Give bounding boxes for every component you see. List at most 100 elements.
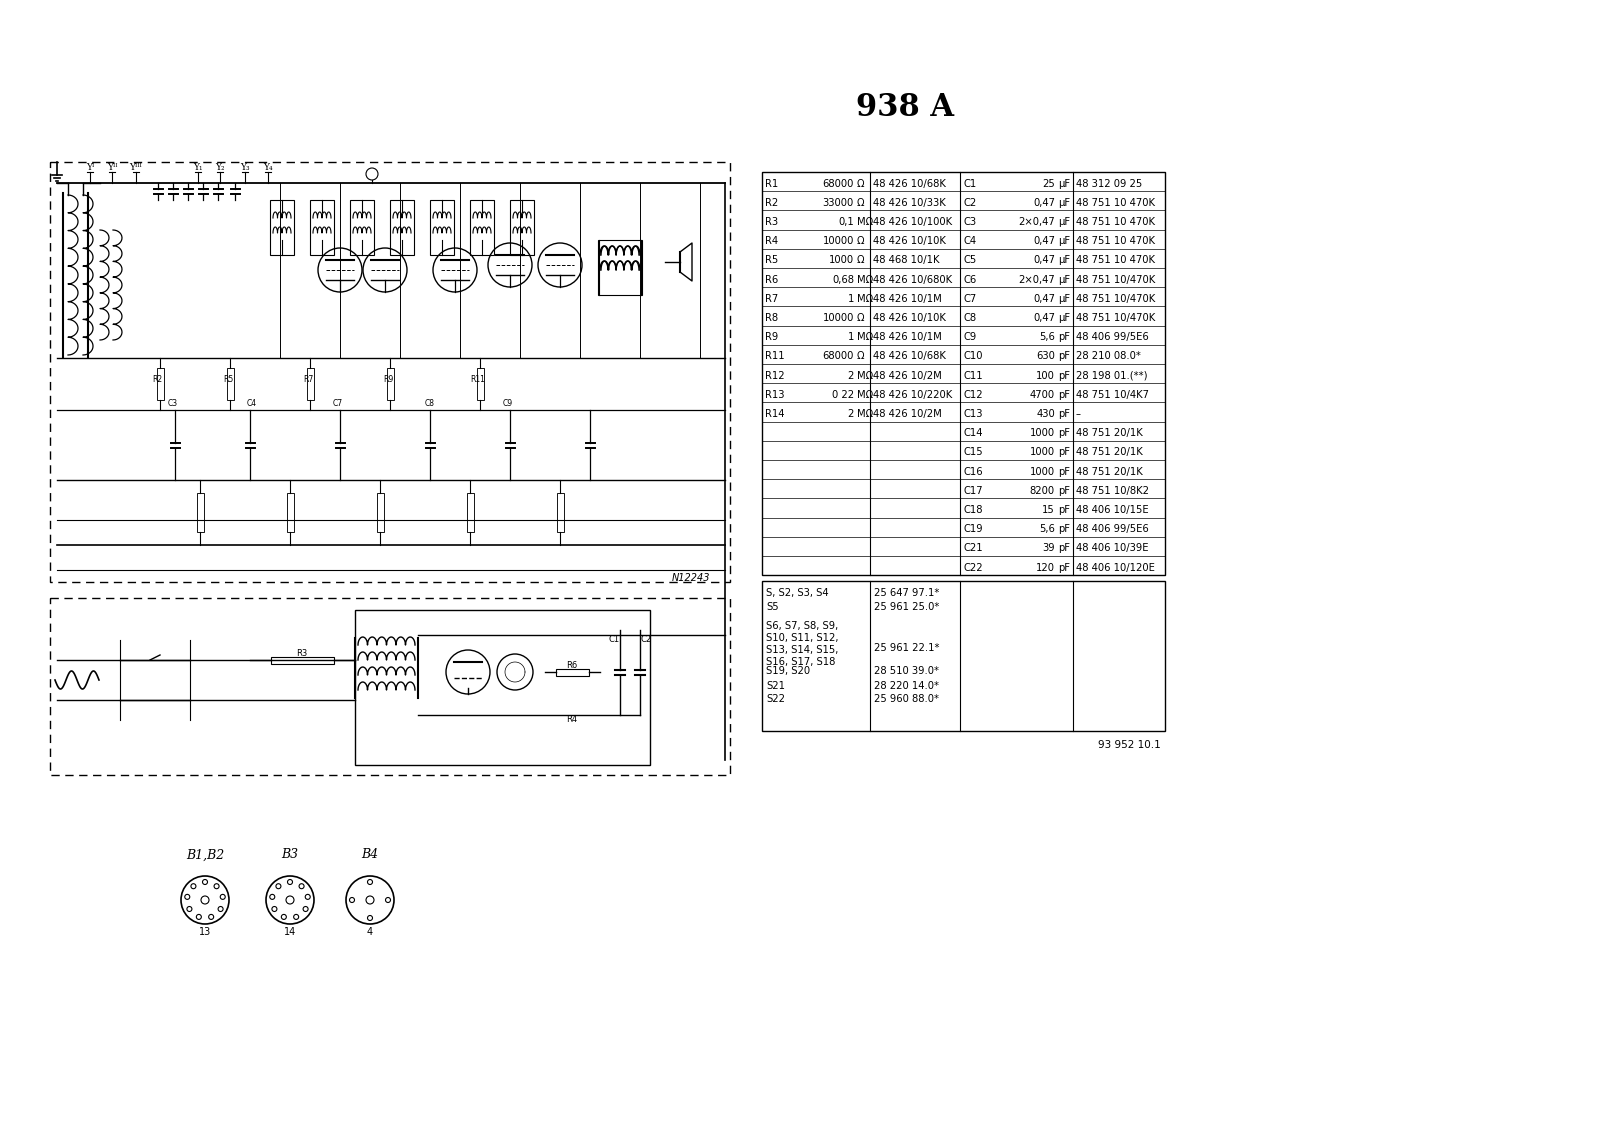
Text: 2×0,47: 2×0,47 — [1018, 275, 1054, 285]
Text: 48 312 09 25: 48 312 09 25 — [1075, 179, 1142, 189]
Circle shape — [306, 895, 310, 899]
Text: R7: R7 — [302, 375, 314, 385]
Text: pF: pF — [1058, 485, 1070, 495]
Text: 0,47: 0,47 — [1034, 256, 1054, 266]
Bar — [197, 493, 203, 532]
Text: R1: R1 — [765, 179, 778, 189]
Text: 48 406 10/120E: 48 406 10/120E — [1075, 562, 1155, 572]
Text: Y₁: Y₁ — [194, 164, 203, 173]
Text: R2: R2 — [765, 198, 778, 208]
Text: MΩ: MΩ — [858, 333, 874, 342]
Text: 2: 2 — [848, 409, 854, 418]
Text: 48 426 10/1M: 48 426 10/1M — [874, 333, 942, 342]
Bar — [557, 493, 563, 532]
Bar — [286, 493, 293, 532]
Text: S10, S11, S12,: S10, S11, S12, — [766, 633, 838, 644]
Text: C3: C3 — [168, 399, 178, 408]
Text: 0,47: 0,47 — [1034, 198, 1054, 208]
Text: pF: pF — [1058, 543, 1070, 553]
Text: Yᴵ: Yᴵ — [86, 164, 94, 173]
Text: Ω: Ω — [858, 256, 864, 266]
Text: 1000: 1000 — [829, 256, 854, 266]
Bar — [350, 200, 374, 254]
Text: 68000: 68000 — [822, 179, 854, 189]
Bar — [477, 369, 483, 399]
Bar — [762, 172, 1165, 576]
Text: R14: R14 — [765, 409, 784, 418]
Text: 1000: 1000 — [1030, 429, 1054, 438]
Text: 4700: 4700 — [1030, 390, 1054, 399]
Text: S13, S14, S15,: S13, S14, S15, — [766, 645, 838, 655]
Text: C1: C1 — [608, 636, 619, 645]
Text: Y₄: Y₄ — [262, 164, 274, 173]
Text: 93 952 10.1: 93 952 10.1 — [1098, 740, 1162, 750]
Text: 48 751 10 470K: 48 751 10 470K — [1075, 236, 1155, 247]
Text: 1: 1 — [848, 333, 854, 342]
Text: Yᴵᴵᴵ: Yᴵᴵᴵ — [130, 164, 142, 173]
Text: 0 22: 0 22 — [832, 390, 854, 399]
Text: C22: C22 — [963, 562, 982, 572]
Text: R11: R11 — [765, 352, 784, 361]
Text: C4: C4 — [246, 399, 258, 408]
Text: 48 426 10/33K: 48 426 10/33K — [874, 198, 946, 208]
Circle shape — [299, 883, 304, 889]
Text: R4: R4 — [765, 236, 778, 247]
Bar — [270, 200, 294, 254]
Text: 0,47: 0,47 — [1034, 294, 1054, 304]
Bar — [430, 200, 454, 254]
Text: 48 406 10/39E: 48 406 10/39E — [1075, 543, 1149, 553]
Circle shape — [190, 883, 195, 889]
Text: S16, S17, S18: S16, S17, S18 — [766, 657, 835, 667]
Text: MΩ: MΩ — [858, 294, 874, 304]
Text: C13: C13 — [963, 409, 982, 418]
Text: μF: μF — [1058, 256, 1070, 266]
Text: 938 A: 938 A — [856, 93, 954, 123]
Text: B3: B3 — [282, 848, 299, 862]
Text: 430: 430 — [1037, 409, 1054, 418]
Text: R3: R3 — [296, 648, 307, 657]
Text: 48 751 10/470K: 48 751 10/470K — [1075, 294, 1155, 304]
Circle shape — [386, 898, 390, 903]
Text: C7: C7 — [333, 399, 342, 408]
Text: 10000: 10000 — [822, 236, 854, 247]
Text: 48 751 10 470K: 48 751 10 470K — [1075, 198, 1155, 208]
Text: pF: pF — [1058, 352, 1070, 361]
Text: C12: C12 — [963, 390, 982, 399]
Text: pF: pF — [1058, 466, 1070, 476]
Text: pF: pF — [1058, 390, 1070, 399]
Text: 48 426 10/68K: 48 426 10/68K — [874, 352, 946, 361]
Text: S, S2, S3, S4: S, S2, S3, S4 — [766, 588, 829, 598]
Text: C18: C18 — [963, 504, 982, 515]
Circle shape — [275, 883, 282, 889]
Bar — [227, 369, 234, 399]
Text: C14: C14 — [963, 429, 982, 438]
Text: Ω: Ω — [858, 313, 864, 323]
Text: C9: C9 — [502, 399, 514, 408]
Bar — [310, 200, 334, 254]
Text: MΩ: MΩ — [858, 390, 874, 399]
Text: 48 751 10/4K7: 48 751 10/4K7 — [1075, 390, 1149, 399]
Text: 1000: 1000 — [1030, 448, 1054, 457]
Text: R5: R5 — [222, 375, 234, 385]
Text: 28 510 39.0*: 28 510 39.0* — [874, 666, 939, 676]
Text: C15: C15 — [963, 448, 982, 457]
Text: B1,B2: B1,B2 — [186, 848, 224, 862]
Text: μF: μF — [1058, 275, 1070, 285]
Text: 48 426 10/220K: 48 426 10/220K — [874, 390, 952, 399]
Text: S21: S21 — [766, 681, 786, 691]
Text: MΩ: MΩ — [858, 409, 874, 418]
Text: R13: R13 — [765, 390, 784, 399]
Text: μF: μF — [1058, 179, 1070, 189]
Text: R9: R9 — [382, 375, 394, 385]
Text: pF: pF — [1058, 371, 1070, 380]
Circle shape — [288, 880, 293, 884]
Circle shape — [302, 907, 309, 912]
Circle shape — [197, 915, 202, 920]
Text: Y₃: Y₃ — [240, 164, 250, 173]
Text: 48 406 99/5E6: 48 406 99/5E6 — [1075, 333, 1149, 342]
Text: Ω: Ω — [858, 352, 864, 361]
Text: S22: S22 — [766, 694, 786, 705]
Text: 48 426 10/10K: 48 426 10/10K — [874, 313, 946, 323]
Text: C17: C17 — [963, 485, 982, 495]
Circle shape — [218, 907, 222, 912]
